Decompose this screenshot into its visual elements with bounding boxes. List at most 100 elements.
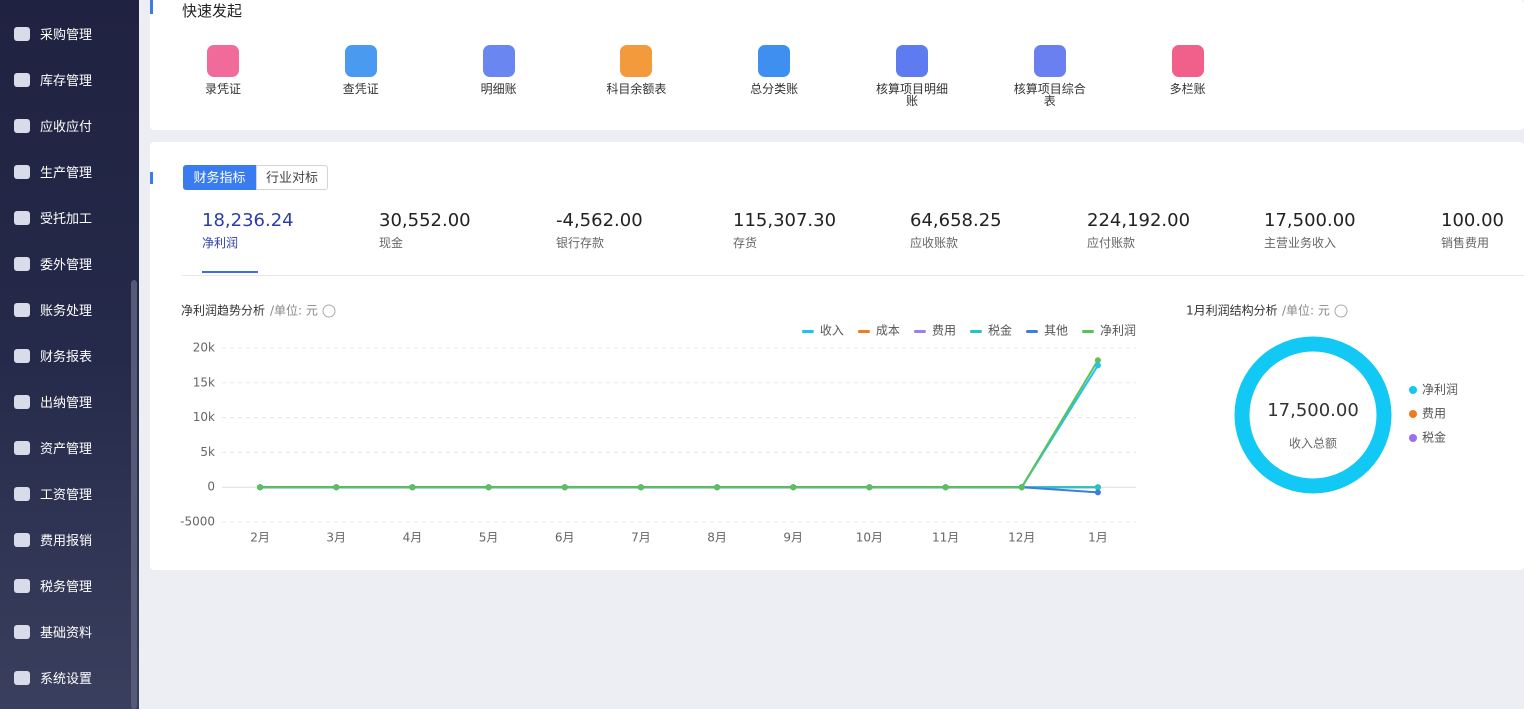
quick-item[interactable]: 核算项目明细账 [872, 45, 952, 107]
metric-label: 应收账款 [910, 236, 959, 250]
metric[interactable]: 30,552.00 现金 [379, 210, 471, 251]
sidebar-item[interactable]: 库存管理 [14, 70, 92, 89]
x-tick-label: 1月 [1088, 531, 1108, 545]
quick-icon [207, 45, 239, 77]
metric-value: -4,562.00 [556, 210, 643, 231]
sidebar-item[interactable]: 费用报销 [14, 530, 92, 549]
menu-icon [14, 302, 30, 317]
quick-item[interactable]: 查凭证 [321, 45, 401, 95]
sidebar-item[interactable]: 委外管理 [14, 254, 92, 273]
sidebar-label: 采购管理 [40, 28, 93, 43]
chart-title: 净利润趋势分析 [181, 304, 265, 318]
sidebar-label: 账务处理 [40, 304, 93, 319]
sidebar-label: 财务报表 [40, 350, 93, 365]
quick-item[interactable]: 多栏账 [1148, 45, 1228, 95]
legend-swatch [913, 330, 926, 333]
quick-item[interactable]: 录凭证 [183, 45, 263, 95]
line [260, 359, 1099, 489]
legend-label: 费用 [1422, 407, 1446, 421]
metric[interactable]: 17,500.00 主营业务收入 [1264, 210, 1356, 251]
sidebar-item[interactable]: 出纳管理 [14, 392, 92, 411]
legend-label: 税金 [1422, 430, 1446, 445]
legend-swatch [857, 330, 870, 333]
help-icon [322, 304, 336, 318]
sidebar-item[interactable]: 财务报表 [14, 346, 92, 365]
quick-item[interactable]: 总分类账 [734, 45, 814, 95]
chart-unit: /单位: 元 [270, 303, 318, 318]
metric-value: 115,307.30 [733, 210, 837, 231]
metric-label: 净利润 [202, 236, 239, 250]
sidebar-item[interactable]: 应收应付 [14, 116, 92, 135]
x-tick-label: 2月 [250, 531, 270, 545]
y-tick-label: 15k [193, 375, 215, 389]
point [1094, 357, 1101, 364]
sidebar-item[interactable]: 受托加工 [14, 208, 92, 227]
quick-label: 查凭证 [342, 82, 379, 96]
sidebar-item[interactable]: 基础资料 [14, 622, 92, 641]
metric-value: 17,500.00 [1264, 210, 1356, 231]
point [257, 484, 264, 491]
sidebar-item[interactable]: 生产管理 [14, 162, 92, 181]
point [1018, 484, 1025, 491]
x-tick-label: 12月 [1008, 531, 1035, 545]
sidebar-label: 出纳管理 [40, 396, 93, 411]
legend-swatch [1081, 330, 1094, 333]
sidebar-item[interactable]: 账务处理 [14, 300, 92, 319]
sidebar-item[interactable]: 采购管理 [14, 24, 92, 43]
sidebar-label: 基础资料 [40, 626, 93, 641]
metric[interactable]: 115,307.30 存货 [733, 210, 836, 251]
sidebar-item[interactable]: 资产管理 [14, 438, 92, 457]
x-tick-label: 3月 [326, 531, 346, 545]
metric-value: 100.00 [1441, 210, 1504, 231]
legend-label: 其他 [1044, 324, 1068, 338]
sidebar-label: 费用报销 [40, 534, 93, 549]
quick-label: 科目余额表 [606, 82, 667, 96]
tab[interactable]: 财务指标 [183, 165, 256, 190]
quick-item[interactable]: 明细账 [459, 45, 539, 95]
y-tick-label: -5000 [180, 515, 215, 529]
sidebar-item[interactable]: 税务管理 [14, 576, 92, 595]
y-tick-label: 5k [200, 445, 215, 459]
sidebar-item[interactable]: 系统设置 [14, 668, 92, 687]
metric-value: 224,192.00 [1087, 210, 1191, 231]
sidebar-label: 应收应付 [40, 120, 93, 135]
x-tick-label: 8月 [707, 531, 727, 545]
metric-label: 销售费用 [1441, 236, 1490, 250]
x-tick-label: 5月 [479, 531, 499, 545]
quick-label: 多栏账 [1169, 82, 1206, 96]
x-tick-label: 7月 [631, 531, 651, 545]
menu-icon [14, 578, 30, 593]
quick-icon [482, 45, 515, 77]
metric[interactable]: 64,658.25 应收账款 [910, 210, 1002, 251]
legend-dot [1409, 410, 1417, 418]
y-tick-label: 0 [207, 480, 215, 494]
quick-icon [344, 45, 377, 77]
metric[interactable]: -4,562.00 银行存款 [556, 210, 643, 251]
legend-dot [1409, 434, 1417, 442]
point [333, 484, 340, 491]
quick-icon [1033, 45, 1066, 77]
quick-label: 核算项目明细账 [875, 82, 948, 108]
metric[interactable]: 224,192.00 应付账款 [1087, 210, 1190, 251]
chart-unit: /单位: 元 [1282, 303, 1330, 318]
tab[interactable]: 行业对标 [256, 165, 328, 190]
x-tick-label: 11月 [932, 531, 959, 545]
quick-item[interactable]: 科目余额表 [596, 45, 676, 95]
quick-label: 总分类账 [750, 82, 799, 96]
metric[interactable]: 18,236.24 净利润 [202, 210, 294, 251]
sidebar-label: 委外管理 [40, 258, 93, 273]
quick-item[interactable]: 核算项目综合表 [1010, 45, 1090, 107]
metric[interactable]: 100.00 销售费用 [1441, 210, 1504, 251]
divider [182, 275, 1524, 276]
menu-icon [14, 532, 30, 547]
sidebar-label: 受托加工 [40, 212, 93, 227]
point [866, 484, 873, 491]
sidebar-item[interactable]: 工资管理 [14, 484, 92, 503]
point [637, 484, 644, 491]
accent [150, 0, 153, 14]
metric-label: 主营业务收入 [1264, 236, 1337, 250]
x-tick-label: 6月 [555, 531, 575, 545]
sidebar-label: 库存管理 [40, 74, 93, 89]
